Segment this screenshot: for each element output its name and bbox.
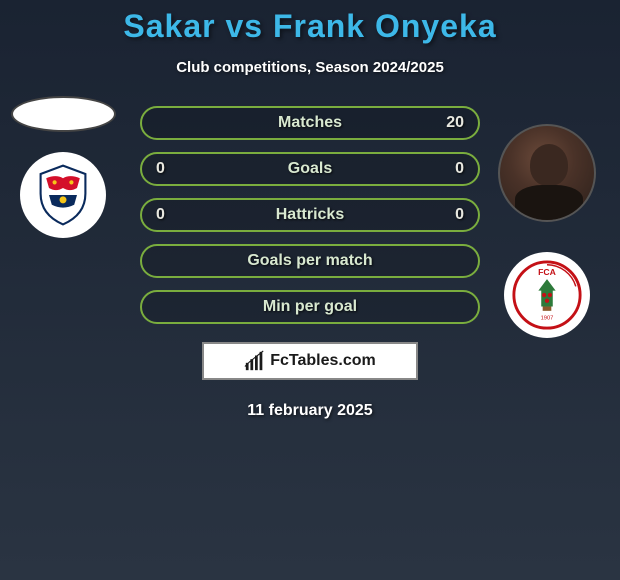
branding-badge: FcTables.com [202,342,418,380]
svg-text:FCA: FCA [538,267,556,277]
stat-row-min-per-goal: Min per goal [140,290,480,324]
header: Sakar vs Frank Onyeka Club competitions,… [0,0,620,76]
player-left-column [8,96,118,238]
stat-row-goals-per-match: Goals per match [140,244,480,278]
player1-avatar-placeholder [11,96,116,132]
player1-name: Sakar [123,8,215,44]
stat-right-value: 0 [455,206,464,224]
stat-label: Min per goal [263,298,357,316]
stat-right-value: 0 [455,160,464,178]
stat-left-value: 0 [156,160,165,178]
stat-row-hattricks: 0 Hattricks 0 [140,198,480,232]
stats-column: Matches 20 0 Goals 0 0 Hattricks 0 Goals… [140,106,480,324]
stat-label: Matches [278,114,342,132]
fc-augsburg-icon: FCA 1907 [511,259,583,331]
player2-avatar-photo [498,124,596,222]
player-right-column: FCA 1907 [492,124,602,338]
player2-name: Frank Onyeka [273,8,497,44]
stat-row-matches: Matches 20 [140,106,480,140]
bar-chart-icon [244,350,266,372]
branding-text: FcTables.com [270,352,376,370]
comparison-title: Sakar vs Frank Onyeka [0,8,620,45]
stat-row-goals: 0 Goals 0 [140,152,480,186]
stat-label: Goals per match [247,252,372,270]
stat-label: Hattricks [276,206,344,224]
stat-right-value: 20 [446,114,464,132]
stat-left-value: 0 [156,206,165,224]
vs-label: vs [225,8,263,44]
player1-club-logo [20,152,106,238]
player2-club-logo: FCA 1907 [504,252,590,338]
rb-leipzig-icon [28,160,98,230]
date-label: 11 february 2025 [0,402,620,420]
stat-label: Goals [288,160,332,178]
subtitle: Club competitions, Season 2024/2025 [0,59,620,76]
comparison-body: FCA 1907 Matches 20 0 Goals 0 0 Hattrick… [0,106,620,420]
svg-text:1907: 1907 [541,315,554,321]
